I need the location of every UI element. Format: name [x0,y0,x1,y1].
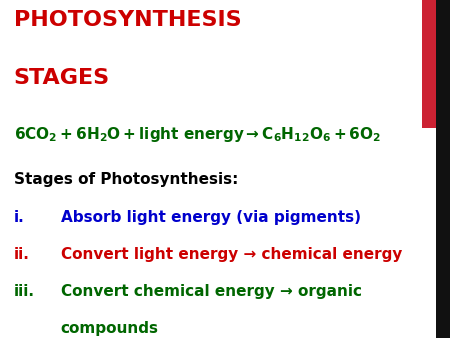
Text: Stages of Photosynthesis:: Stages of Photosynthesis: [14,172,238,187]
Text: iii.: iii. [14,284,35,299]
Text: Convert chemical energy → organic: Convert chemical energy → organic [61,284,362,299]
Text: Absorb light energy (via pigments): Absorb light energy (via pigments) [61,210,361,224]
Bar [422,0,436,128]
Text: STAGES: STAGES [14,68,110,88]
Text: $\mathbf{6CO_2 + 6H_2O + light\ energy \rightarrow C_6H_{12}O_6 + 6O_2}$: $\mathbf{6CO_2 + 6H_2O + light\ energy \… [14,125,381,144]
Text: compounds: compounds [61,321,159,336]
Text: i.: i. [14,210,24,224]
Bar [436,0,450,338]
Text: Convert light energy → chemical energy: Convert light energy → chemical energy [61,247,402,262]
Text: ii.: ii. [14,247,29,262]
Text: PHOTOSYNTHESIS: PHOTOSYNTHESIS [14,10,241,30]
